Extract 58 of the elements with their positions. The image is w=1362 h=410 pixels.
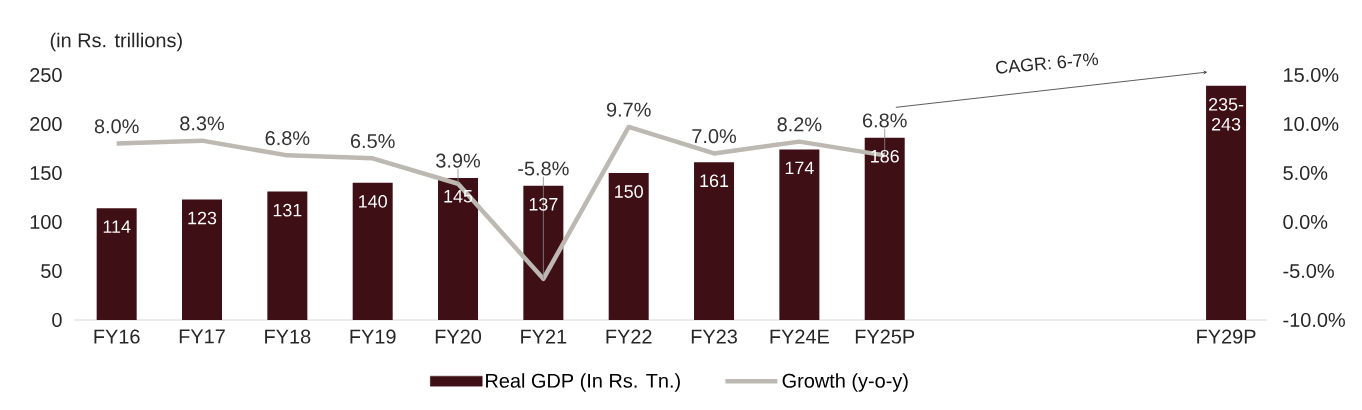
data-label: 161 [700, 174, 729, 188]
data-label: 186 [871, 149, 899, 163]
bar [352, 182, 393, 320]
data-label: 235-243 [1209, 97, 1244, 131]
data-label: 131 [273, 203, 302, 217]
x-tick-label: FY24E [770, 329, 829, 344]
text: CAGR: 6-7% [996, 52, 1099, 74]
data-label: 8.3% [180, 116, 224, 131]
data-label: 9.7% [606, 102, 651, 117]
bar [779, 149, 820, 320]
bar [182, 199, 223, 320]
y-tick-label: 150 [30, 165, 62, 181]
x-tick-label: FY19 [350, 329, 396, 344]
data-label: 174 [785, 161, 814, 175]
data-label: 7.0% [692, 129, 737, 144]
x-tick-label: FY21 [521, 329, 567, 344]
bar [608, 173, 649, 320]
y2-tick-label: 10.0% [1284, 116, 1339, 132]
legend-label: Real GDP (In Rs. Tn.) [486, 373, 680, 392]
data-label: 8.2% [777, 117, 822, 132]
data-label: 150 [615, 185, 643, 198]
y-tick-label: 100 [30, 214, 62, 230]
data-label: 114 [103, 220, 131, 233]
bar [523, 185, 564, 320]
x-tick-label: FY23 [691, 329, 737, 344]
bar [864, 137, 905, 320]
bar [438, 177, 479, 320]
y2-tick-label: 15.0% [1284, 67, 1339, 83]
y2-tick-label: -10.0% [1283, 312, 1345, 328]
data-label: 8.0% [94, 119, 139, 134]
data-label: 6.5% [350, 134, 395, 149]
data-label: 137 [529, 197, 558, 211]
x-tick-label: FY17 [179, 329, 225, 344]
x-tick-label: FY22 [606, 329, 652, 344]
y-tick-label: 200 [30, 116, 62, 132]
x-tick-label: FY20 [435, 329, 482, 344]
x-tick-label: FY25P [855, 329, 915, 344]
bar [267, 191, 308, 320]
x-tick-label: FY16 [94, 329, 140, 344]
y-tick-label: 50 [41, 263, 62, 279]
data-label: 140 [359, 194, 387, 208]
x-tick-label: FY18 [265, 329, 311, 344]
bar [694, 162, 735, 320]
data-label: 3.9% [436, 153, 481, 168]
y2-tick-label: 0.0% [1283, 214, 1328, 230]
data-label: 6.8% [265, 131, 310, 146]
bar [96, 208, 137, 320]
data-label: -5.8% [518, 161, 569, 176]
legend-label: Growth (y-o-y) [782, 373, 908, 392]
data-label: 6.8% [863, 113, 907, 128]
data-label: 123 [188, 211, 217, 225]
x-tick-label: FY29P [1197, 329, 1256, 344]
y-axis-title: (in Rs. trillions) [50, 32, 182, 52]
bar [1206, 85, 1247, 320]
y-tick-label: 0 [52, 312, 62, 328]
y2-tick-label: 5.0% [1283, 165, 1328, 181]
y-tick-label: 250 [30, 67, 62, 83]
y2-tick-label: -5.0% [1283, 263, 1334, 279]
